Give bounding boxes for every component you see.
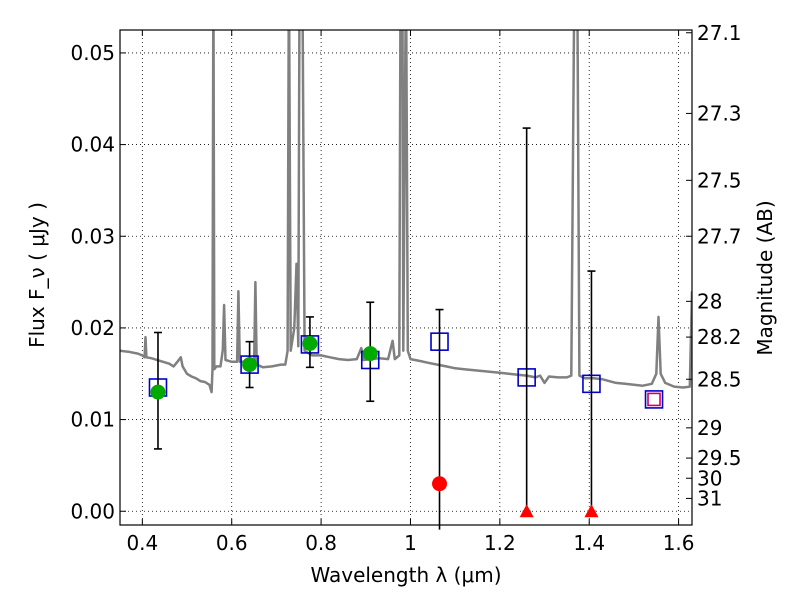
plot-frame [119, 29, 693, 526]
square-marker [647, 392, 661, 407]
grid-lines [120, 30, 692, 525]
mag-tick-label: 28.2 [697, 325, 742, 349]
data-markers [148, 127, 664, 530]
mag-tick-label: 27.5 [697, 168, 742, 192]
template-spectrum [120, 30, 692, 394]
y-tick-label: 0.05 [70, 41, 115, 65]
left-y-axis-label: Flux F_ν ( μJy ) [25, 202, 49, 348]
x-tick-label: 1.4 [573, 531, 605, 555]
mag-tick-label: 28.5 [697, 367, 742, 391]
mag-tick-label: 31 [697, 486, 722, 510]
y-tick-label: 0.01 [70, 408, 115, 432]
x-axis-label: Wavelength λ (μm) [310, 563, 501, 587]
axis-ticks: 0.4 0.6 0.8 1 1.2 1.4 1.6 0.00 0.01 0.02 0.03 0.04 0… [70, 21, 741, 555]
y-tick-label: 0.03 [70, 224, 115, 248]
circle-marker [362, 346, 378, 362]
spectrum-line [120, 30, 692, 394]
circle-marker [242, 357, 258, 373]
mag-tick-label: 27.7 [697, 224, 742, 248]
mag-tick-label: 29.5 [697, 446, 742, 470]
right-y-axis-label: Magnitude (AB) [753, 200, 777, 355]
mag-tick-label: 27.3 [697, 101, 742, 125]
x-tick-label: 1.6 [663, 531, 695, 555]
mag-tick-label: 28 [697, 289, 722, 313]
y-tick-label: 0.02 [70, 316, 115, 340]
x-tick-label: 0.8 [305, 531, 337, 555]
x-tick-label: 0.4 [126, 531, 158, 555]
y-tick-label: 0.00 [70, 499, 115, 523]
triangle-marker [519, 504, 534, 518]
circle-marker [432, 476, 448, 492]
x-tick-label: 1 [404, 531, 417, 555]
mag-tick-label: 30 [697, 466, 722, 490]
mag-tick-label: 29 [697, 416, 722, 440]
x-tick-label: 0.6 [216, 531, 248, 555]
x-tick-label: 1.2 [484, 531, 516, 555]
mag-tick-label: 27.1 [697, 21, 742, 45]
triangle-marker [584, 504, 599, 518]
circle-marker [302, 336, 318, 351]
y-tick-label: 0.04 [70, 133, 115, 157]
circle-marker [150, 384, 166, 400]
square-marker [644, 390, 664, 409]
